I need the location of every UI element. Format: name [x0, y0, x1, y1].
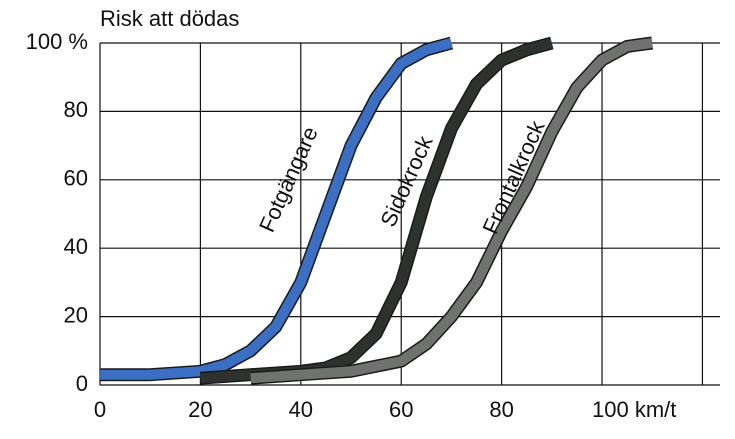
- line: [250, 38, 653, 384]
- y-tick-label: 40: [64, 234, 88, 259]
- y-tick-label: 80: [64, 97, 88, 122]
- x-tick-label: 0: [94, 397, 106, 422]
- y-axis-label: Risk att dödas: [100, 6, 239, 31]
- y-tick-label: 100 %: [26, 29, 88, 54]
- x-tick-label: 60: [389, 397, 413, 422]
- x-tick-label: 100 km/t: [592, 397, 676, 422]
- x-tick-label: 80: [489, 397, 513, 422]
- x-tick-label: 40: [289, 397, 313, 422]
- line-outline: [250, 36, 654, 385]
- y-tick-label: 60: [64, 166, 88, 191]
- y-tick-label: 20: [64, 302, 88, 327]
- x-tick-label: 20: [188, 397, 212, 422]
- y-tick-label: 0: [76, 371, 88, 396]
- line: [100, 38, 453, 380]
